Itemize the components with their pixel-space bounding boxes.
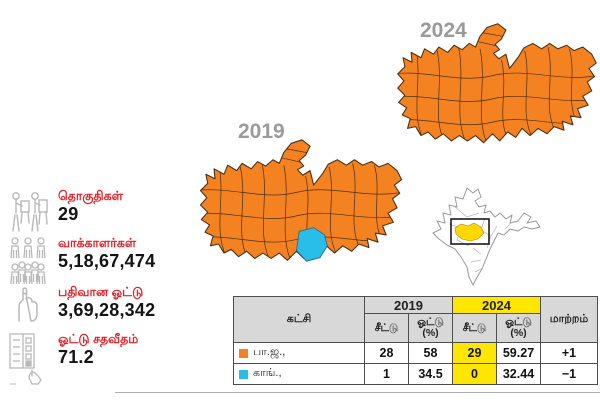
congress-color-swatch: [239, 369, 248, 379]
evm-machine-icon: [9, 333, 42, 385]
highlighted-state-madhya-pradesh: [454, 222, 485, 242]
table-row-bjp: பா.ஜ., 28 58 29 59.27 +1: [233, 342, 598, 364]
col-header-change: மாற்றம்: [540, 296, 598, 343]
col-header-votes-2019: ஓட்டு (%): [408, 313, 453, 343]
state-highlight-box: [450, 218, 490, 245]
madhya-pradesh-map-2019: [183, 138, 410, 292]
congress-votes-2024: 32.44: [496, 363, 541, 385]
congress-seats-2024: 0: [452, 363, 497, 385]
madhya-pradesh-map-2024: [385, 22, 600, 174]
col-header-seats-2024: சீட்டு: [452, 313, 497, 343]
col-header-seats-2019: சீட்டு: [364, 313, 409, 343]
stat-value: 71.2: [58, 347, 94, 367]
bjp-votes-2024: 59.27: [496, 342, 541, 364]
stat-value: 5,18,67,474: [58, 251, 156, 271]
bjp-seats-2019: 28: [364, 342, 409, 364]
bjp-change: +1: [540, 342, 598, 364]
bjp-color-swatch: [239, 348, 248, 358]
col-header-2024: 2024: [452, 296, 541, 314]
bottom-divider: [115, 392, 600, 393]
results-table: கட்சி 2019 2024 மாற்றம் சீட்டு ஓட்டு (%)…: [233, 296, 598, 385]
stat-value: 3,69,28,342: [58, 300, 156, 320]
stat-label: தொகுதிகள்: [58, 189, 123, 203]
inked-finger-icon: [18, 287, 38, 322]
stat-votes-polled: பதிவான ஓட்டு 3,69,28,342: [12, 285, 155, 323]
congress-won-constituency: [296, 227, 328, 262]
party-name: காங்.,: [253, 367, 282, 379]
col-header-party: கட்சி: [233, 296, 365, 343]
map-year-label-2024: 2024: [420, 19, 467, 42]
stat-value: 29: [58, 204, 79, 224]
india-locator-map: [432, 187, 541, 286]
stat-vote-percentage: ஓட்டு சதவீதம் 71.2: [8, 332, 138, 388]
bjp-votes-2019: 58: [408, 342, 453, 364]
col-header-2019: 2019: [364, 296, 453, 314]
congress-votes-2019: 34.5: [408, 363, 453, 385]
stat-label: பதிவான ஓட்டு: [58, 285, 144, 299]
polling-booth-icon: [12, 192, 48, 232]
stat-label: வாக்காளர்கள்: [58, 236, 137, 250]
table-row-congress: காங்., 1 34.5 0 32.44 −1: [233, 363, 598, 385]
stat-voters: வாக்காளர்கள் 5,18,67,474: [8, 236, 155, 288]
congress-change: −1: [540, 363, 598, 385]
stat-constituencies: தொகுதிகள் 29: [8, 189, 123, 233]
col-header-votes-2024: ஓட்டு (%): [496, 313, 541, 343]
voters-group-icon: [10, 237, 46, 285]
congress-seats-2019: 1: [364, 363, 409, 385]
bjp-seats-2024: 29: [452, 342, 497, 364]
stat-label: ஓட்டு சதவீதம்: [58, 332, 139, 346]
map-year-label-2019: 2019: [238, 120, 285, 143]
party-name: பா.ஜ.,: [253, 346, 286, 358]
